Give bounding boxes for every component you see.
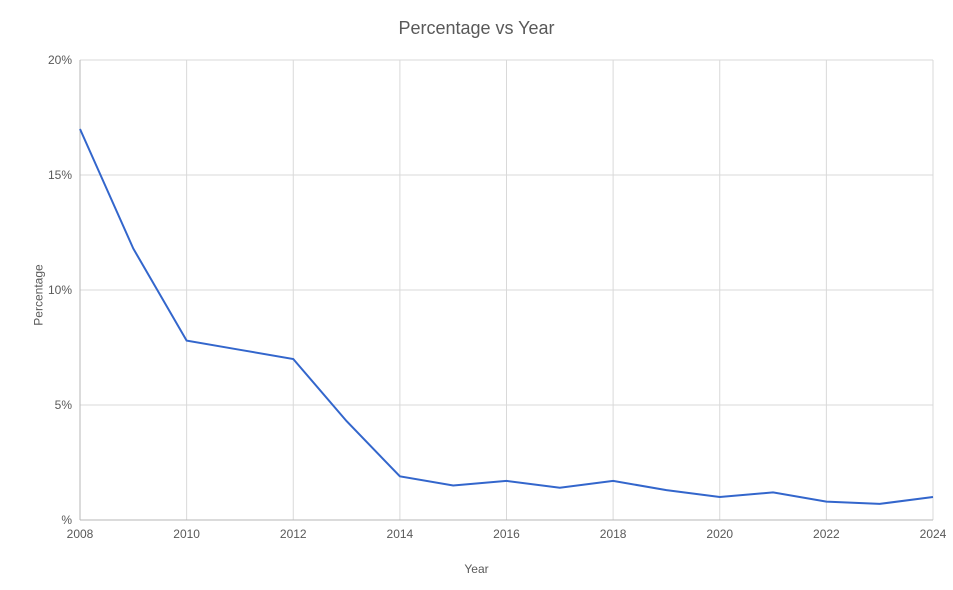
x-axis-label: Year xyxy=(464,562,488,576)
y-tick-label: % xyxy=(61,513,72,527)
x-tick-label: 2016 xyxy=(493,527,520,541)
y-tick-label: 15% xyxy=(48,168,72,182)
x-tick-label: 2022 xyxy=(813,527,840,541)
chart-svg: %5%10%15%20%2008201020122014201620182020… xyxy=(80,60,933,520)
x-tick-label: 2012 xyxy=(280,527,307,541)
x-tick-label: 2018 xyxy=(600,527,627,541)
plot-area: %5%10%15%20%2008201020122014201620182020… xyxy=(80,60,933,520)
x-tick-label: 2014 xyxy=(387,527,414,541)
x-tick-label: 2020 xyxy=(706,527,733,541)
chart-title: Percentage vs Year xyxy=(0,0,953,39)
y-axis-label: Percentage xyxy=(32,264,46,325)
x-tick-label: 2010 xyxy=(173,527,200,541)
y-tick-label: 10% xyxy=(48,283,72,297)
y-tick-label: 20% xyxy=(48,53,72,67)
x-tick-label: 2024 xyxy=(920,527,947,541)
x-tick-label: 2008 xyxy=(67,527,94,541)
y-tick-label: 5% xyxy=(55,398,73,412)
chart-container: Percentage vs Year Percentage Year %5%10… xyxy=(0,0,953,590)
